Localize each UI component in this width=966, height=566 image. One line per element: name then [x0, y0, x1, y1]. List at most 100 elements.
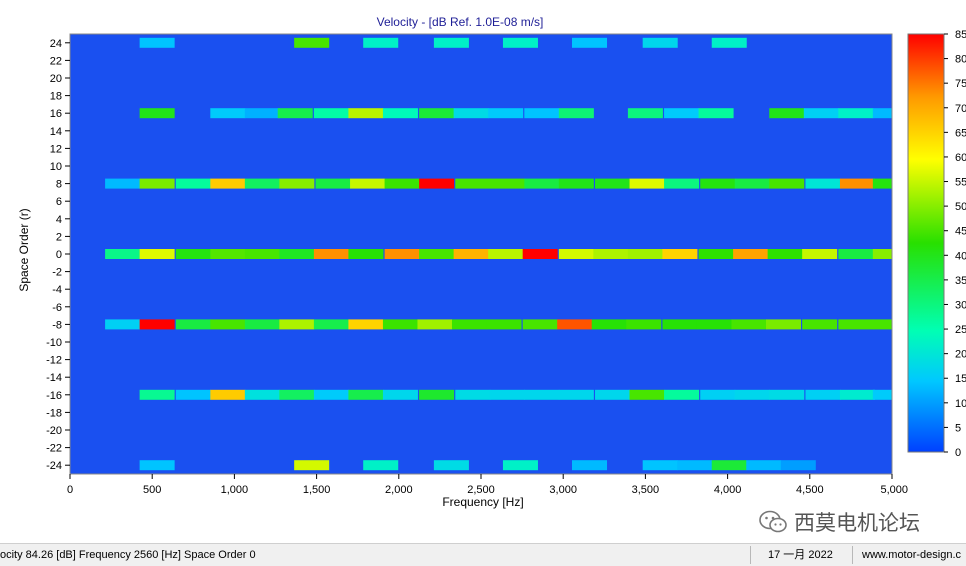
x-tick-label: 1,500 — [303, 484, 331, 496]
heatmap-cell — [802, 249, 838, 259]
heatmap-cell — [453, 108, 489, 119]
heatmap-cell — [642, 460, 678, 471]
heatmap-cell — [175, 319, 211, 330]
heatmap-cell — [139, 460, 175, 471]
colorbar-tick-label: 60 — [955, 152, 966, 164]
chart-title: Velocity - [dB Ref. 1.0E-08 m/s] — [377, 15, 544, 29]
heatmap-cell — [664, 108, 700, 119]
heatmap-cell — [105, 249, 141, 259]
colorbar-tick-label: 30 — [955, 299, 966, 311]
heatmap-cell — [593, 249, 629, 259]
heatmap-cell — [175, 178, 211, 189]
heatmap-cell — [489, 389, 525, 400]
y-tick-label: -14 — [46, 372, 62, 384]
y-tick-label: 2 — [56, 231, 62, 243]
heatmap-cell — [210, 319, 246, 330]
x-tick-label: 2,500 — [467, 484, 495, 496]
heatmap-cell — [419, 108, 455, 119]
y-tick-label: 18 — [50, 91, 62, 103]
status-website: www.motor-design.c — [862, 549, 962, 561]
heatmap-cell — [872, 249, 892, 259]
heatmap-cell — [522, 249, 558, 259]
heatmap-cell — [105, 319, 141, 330]
heatmap-cell — [595, 178, 631, 189]
y-tick-label: 14 — [50, 126, 62, 138]
heatmap-cell — [315, 178, 351, 189]
heatmap-cell — [294, 37, 330, 48]
heatmap-cell — [838, 249, 874, 259]
y-tick-label: -12 — [46, 355, 62, 367]
heatmap-cell — [455, 178, 491, 189]
heatmap-cell — [210, 178, 246, 189]
heatmap-cell — [558, 249, 594, 259]
colorbar-tick-label: 35 — [955, 275, 966, 287]
heatmap-cell — [662, 319, 698, 330]
chart: Velocity - [dB Ref. 1.0E-08 m/s] 2422201… — [17, 15, 966, 509]
heatmap-cell — [629, 178, 665, 189]
heatmap-cell — [733, 249, 769, 259]
heatmap-cell — [451, 319, 488, 330]
heatmap-cell — [700, 389, 736, 400]
x-tick-label: 4,000 — [714, 484, 742, 496]
heatmap-cell — [780, 460, 816, 471]
heatmap-cell — [244, 178, 280, 189]
heatmap-cell — [872, 389, 892, 400]
heatmap-cell — [488, 249, 524, 259]
heatmap-cell — [839, 389, 875, 400]
heatmap-cells — [105, 37, 892, 471]
status-date: 17 一月 2022 — [768, 549, 833, 561]
heatmap-cell — [698, 249, 734, 259]
colorbar-tick-label: 75 — [955, 78, 966, 90]
heatmap-cell — [838, 319, 874, 330]
x-tick-label: 3,000 — [549, 484, 577, 496]
heatmap-cell — [769, 178, 805, 189]
heatmap-cell — [502, 460, 538, 471]
heatmap-cell — [524, 178, 560, 189]
x-tick-label: 500 — [143, 484, 161, 496]
x-tick-label: 0 — [67, 484, 73, 496]
y-tick-label: 8 — [56, 179, 62, 191]
heatmap-cell — [455, 389, 491, 400]
heatmap-cell — [571, 37, 608, 48]
heatmap-cell — [244, 249, 280, 259]
y-tick-label: 10 — [50, 161, 62, 173]
heatmap-cell — [139, 108, 175, 119]
heatmap-cell — [522, 319, 558, 330]
colorbar-tick-label: 80 — [955, 54, 966, 66]
y-tick-label: 20 — [50, 73, 62, 85]
heatmap-cell — [348, 249, 384, 259]
heatmap-cell — [382, 108, 418, 119]
heatmap-cell — [139, 389, 175, 400]
heatmap-cell — [244, 319, 280, 330]
heatmap-cell — [139, 249, 175, 259]
heatmap-cell — [348, 319, 384, 330]
watermark: 西莫电机论坛 — [758, 506, 920, 538]
heatmap-cell — [433, 460, 469, 471]
heatmap-cell — [664, 178, 700, 189]
heatmap-cell — [502, 37, 538, 48]
heatmap-cell — [489, 178, 525, 189]
heatmap-cell — [348, 389, 384, 400]
y-tick-label: -20 — [46, 425, 62, 437]
heatmap-cell — [558, 389, 594, 400]
y-tick-label: 22 — [50, 55, 62, 67]
heatmap-cell — [677, 460, 713, 471]
y-tick-label: -24 — [46, 460, 62, 472]
y-tick-label: -10 — [46, 337, 62, 349]
heatmap-cell — [664, 389, 700, 400]
colorbar-tick-label: 40 — [955, 250, 966, 262]
heatmap-cell — [175, 249, 211, 259]
heatmap-cell — [558, 108, 594, 119]
heatmap-cell — [419, 249, 455, 259]
heatmap-cell — [711, 460, 747, 471]
heatmap-cell — [571, 460, 608, 471]
heatmap-cell — [734, 389, 770, 400]
heatmap-cell — [626, 319, 662, 330]
heatmap-cell — [734, 178, 770, 189]
heatmap-cell — [350, 178, 386, 189]
heatmap-cell — [348, 108, 384, 119]
heatmap-cell — [244, 108, 280, 119]
y-tick-label: -4 — [52, 284, 62, 296]
heatmap-cell — [838, 108, 874, 119]
heatmap-cell — [210, 249, 246, 259]
